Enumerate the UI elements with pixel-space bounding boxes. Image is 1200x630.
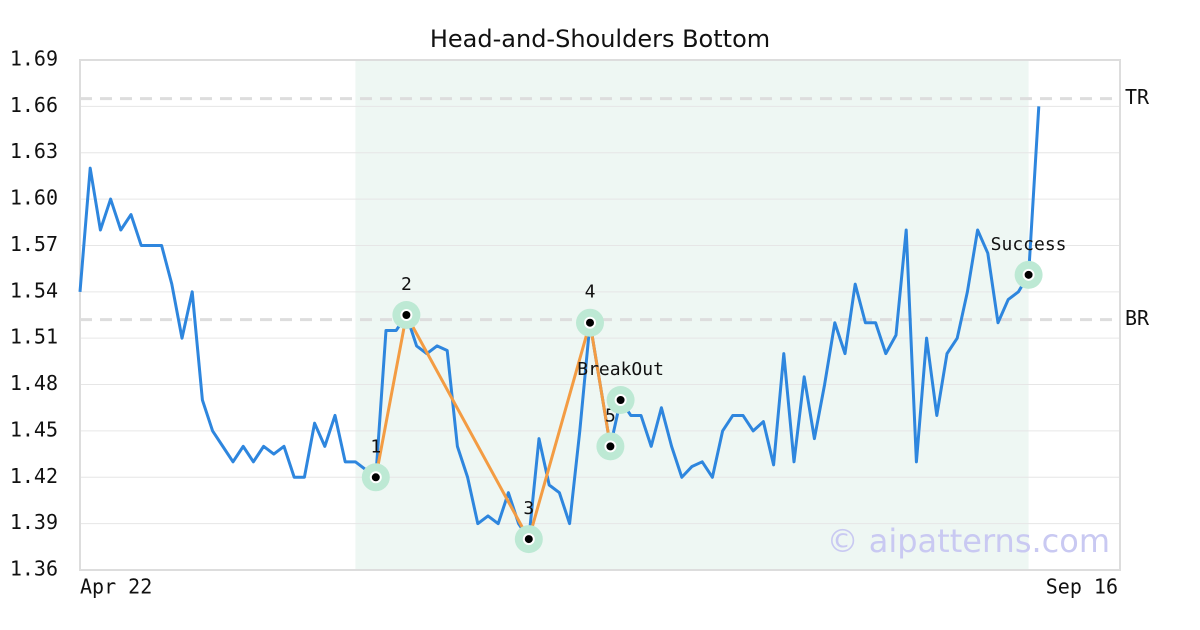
plot-frame [79,59,1121,571]
y-tick-label: 1.36 [10,557,58,581]
event-point-label: Success [991,234,1067,255]
pattern-point-label: 1 [370,436,381,457]
price-line [78,106,1041,541]
y-tick-label: 1.48 [10,371,58,395]
pattern-point-dot [400,309,413,321]
y-tick-label: 1.69 [10,47,58,71]
pattern-point-dot [584,316,596,329]
y-tick-label: 1.45 [10,417,58,441]
watermark: © aipatterns.com [827,522,1110,560]
pattern-point-dot [604,440,617,453]
event-point-label: BreakOut [577,359,664,380]
event-point-dot [614,394,627,406]
level-label: TR [1125,85,1150,109]
pattern-point-label: 5 [605,405,616,426]
y-tick-label: 1.66 [10,93,58,117]
y-tick-label: 1.42 [10,464,58,488]
y-tick-label: 1.57 [10,232,58,256]
y-tick-label: 1.63 [10,139,58,163]
pattern-point-dot [369,471,382,484]
pattern-point-label: 3 [523,498,534,519]
pattern-region [355,60,1029,570]
y-tick-label: 1.39 [10,510,58,534]
x-axis-start-label: Apr 22 [80,575,152,599]
level-label: BR [1125,306,1150,330]
x-axis-end-label: Sep 16 [1046,575,1118,599]
y-tick-label: 1.54 [10,278,58,302]
y-tick-label: 1.51 [10,325,58,349]
pattern-point-dot [522,533,535,546]
pattern-point-label: 2 [401,274,412,295]
event-point-dot [1022,268,1035,281]
y-tick-label: 1.60 [10,186,58,210]
chart-title: Head-and-Shoulders Bottom [430,25,770,53]
pattern-point-label: 4 [585,282,596,303]
